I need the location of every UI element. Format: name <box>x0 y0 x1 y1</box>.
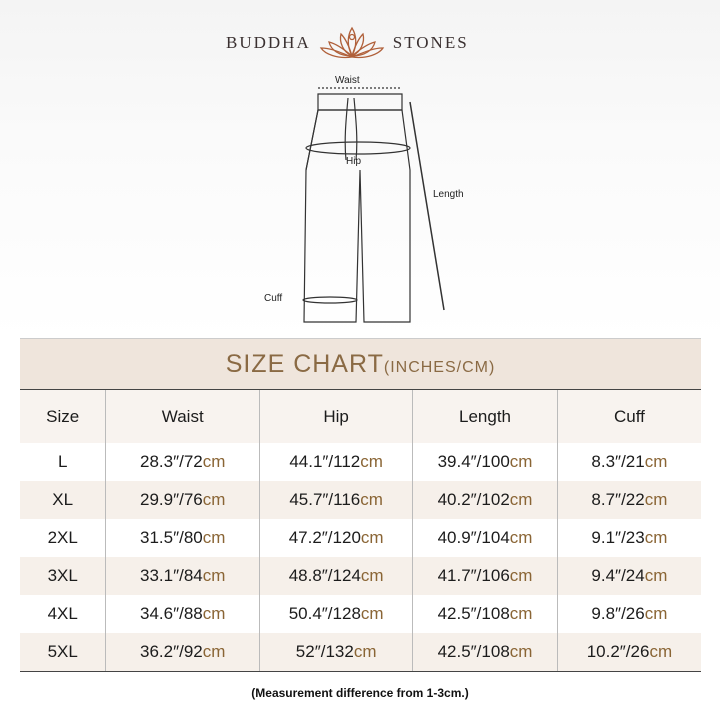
table-row: 4XL 34.6″/88cm 50.4″/128cm 42.5″/108cm 9.8″/… <box>20 595 701 633</box>
measurement-cell: 44.1″/112cm <box>259 443 413 481</box>
measurement-cell: 48.8″/124cm <box>259 557 413 595</box>
pants-diagram <box>302 87 445 323</box>
size-cell: 2XL <box>47 528 78 547</box>
size-cell: L <box>57 452 68 471</box>
size-cell: 3XL <box>20 557 106 595</box>
measurement-cell: 9.1″/23cm <box>556 519 701 557</box>
table-row: 2XL 31.5″/80cm 47.2″/120cm 40.9″/104cm 9.1″/… <box>20 519 701 557</box>
measurement-cell: 9.8″/26cm <box>556 595 701 633</box>
table-title: SIZE CHART(INCHES/CM) <box>20 338 701 390</box>
column-header: Hip <box>259 389 413 443</box>
measurement-cell: 41.7″/106cm <box>412 557 558 595</box>
measurement-cell: 42.5″/108cm <box>412 633 558 672</box>
measurement-cell: 40.2″/102cm <box>412 481 558 519</box>
column-header: Size <box>20 389 106 443</box>
length-label: Length <box>433 189 464 200</box>
size-cell: XL <box>20 481 106 519</box>
brand-left: BUDDHA <box>226 33 311 52</box>
table-row: XL 29.9″/76cm 45.7″/116cm 40.2″/102cm 8.7″/2… <box>20 481 701 519</box>
measurement-cell: 42.5″/108cm <box>412 595 558 633</box>
measurement-cell: 36.2″/92cm <box>105 633 260 672</box>
size-cell: 5XL <box>20 633 106 672</box>
measurement-cell: 40.9″/104cm <box>412 519 558 557</box>
brand-logo: BUDDHA STONES <box>226 26 469 60</box>
measurement-cell: 45.7″/116cm <box>259 481 413 519</box>
column-header: Length <box>412 389 558 443</box>
measurement-cell: 8.3″/21cm <box>556 443 701 481</box>
header-row: Size Waist Hip Length Cuff <box>20 389 701 443</box>
brand-right: STONES <box>392 33 469 52</box>
measurement-cell: 39.4″/100cm <box>412 443 558 481</box>
measurement-cell: 9.4″/24cm <box>556 557 701 595</box>
measurement-cell: 50.4″/128cm <box>259 595 413 633</box>
measurement-cell: 34.6″/88cm <box>105 595 260 633</box>
measurement-cell: 52″/132cm <box>259 633 413 672</box>
column-header: Waist <box>105 389 260 443</box>
measurement-cell: 10.2″/26cm <box>556 633 701 672</box>
table-row: 5XL 36.2″/92cm 52″/132cm 42.5″/108cm 10.2″/2… <box>20 633 701 672</box>
cuff-label: Cuff <box>264 293 283 304</box>
measurement-cell: 29.9″/76cm <box>105 481 260 519</box>
size-cell: 4XL <box>47 604 78 623</box>
hip-label: Hip <box>346 156 362 167</box>
lotus-icon <box>319 26 384 59</box>
column-header: Cuff <box>556 389 701 443</box>
measurement-note: (Measurement difference from 1-3cm.) <box>251 686 469 700</box>
measurement-cell: 28.3″/72cm <box>105 443 260 481</box>
measurement-cell: 47.2″/120cm <box>259 519 413 557</box>
measurement-cell: 33.1″/84cm <box>105 557 260 595</box>
waist-label: Waist <box>335 75 360 86</box>
table-row: 3XL 33.1″/84cm 48.8″/124cm 41.7″/106cm 9.4″/… <box>20 557 701 595</box>
table-row: L 28.3″/72cm 44.1″/112cm 39.4″/100cm 8.3″/21… <box>20 443 701 481</box>
measurement-cell: 31.5″/80cm <box>105 519 260 557</box>
measurement-cell: 8.7″/22cm <box>556 481 701 519</box>
size-chart-table: SIZE CHART(INCHES/CM) Size Waist Hip Length… <box>20 338 701 672</box>
